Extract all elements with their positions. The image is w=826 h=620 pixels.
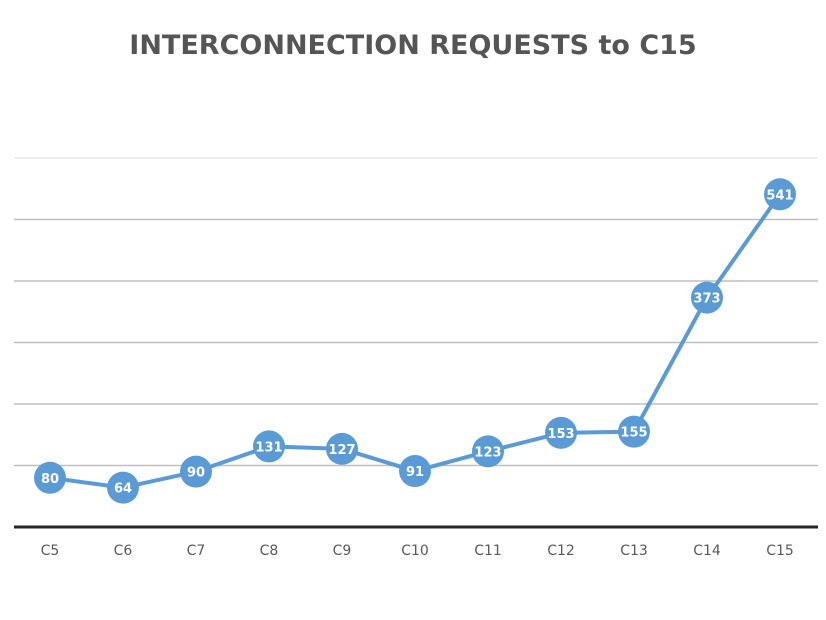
marker bbox=[180, 455, 212, 488]
marker bbox=[107, 471, 139, 504]
data-point: 91 bbox=[399, 455, 431, 488]
marker bbox=[399, 455, 431, 488]
marker bbox=[764, 178, 796, 211]
x-axis-label: C15 bbox=[766, 543, 794, 559]
x-axis-label: C8 bbox=[260, 543, 279, 559]
data-label: 91 bbox=[406, 465, 424, 480]
data-label: 541 bbox=[766, 188, 793, 203]
x-axis-label: C9 bbox=[333, 543, 352, 559]
data-label: 373 bbox=[693, 292, 720, 307]
data-label: 153 bbox=[547, 427, 574, 442]
data-label: 123 bbox=[474, 445, 501, 460]
data-point: 541 bbox=[764, 178, 796, 211]
marker bbox=[472, 435, 504, 468]
marker bbox=[691, 281, 723, 314]
data-label: 155 bbox=[620, 426, 647, 441]
data-point: 90 bbox=[180, 455, 212, 488]
x-axis-labels: C5 C6 C7 C8 C9 C10 C11 C12 C13 C14 C15 bbox=[41, 543, 794, 559]
marker bbox=[34, 461, 66, 494]
x-axis-label: C7 bbox=[187, 543, 206, 559]
x-axis-label: C13 bbox=[620, 543, 648, 559]
x-axis-label: C6 bbox=[114, 543, 133, 559]
chart-title: INTERCONNECTION REQUESTS to C15 bbox=[129, 30, 697, 61]
data-point: 123 bbox=[472, 435, 504, 468]
x-axis-label: C14 bbox=[693, 543, 721, 559]
data-label: 64 bbox=[114, 482, 132, 497]
marker bbox=[545, 416, 577, 449]
data-point: 64 bbox=[107, 471, 139, 504]
data-point: 155 bbox=[618, 415, 650, 448]
data-point: 131 bbox=[253, 430, 285, 463]
series-line bbox=[49, 193, 782, 490]
data-label: 127 bbox=[328, 443, 355, 458]
data-point: 153 bbox=[545, 416, 577, 449]
data-label: 131 bbox=[255, 440, 282, 455]
data-label: 90 bbox=[187, 466, 205, 481]
x-axis-label: C5 bbox=[41, 543, 60, 559]
data-point: 80 bbox=[34, 461, 66, 494]
x-axis-label: C10 bbox=[401, 543, 429, 559]
marker bbox=[326, 432, 358, 465]
marker bbox=[253, 430, 285, 463]
x-axis-label: C11 bbox=[474, 543, 502, 559]
data-points: 80 64 90 131 127 91 123 153 155 373 541 bbox=[34, 178, 796, 504]
data-point: 373 bbox=[691, 281, 723, 314]
x-axis-label: C12 bbox=[547, 543, 575, 559]
marker bbox=[618, 415, 650, 448]
gridlines bbox=[14, 157, 818, 467]
data-point: 127 bbox=[326, 432, 358, 465]
data-label: 80 bbox=[41, 472, 59, 487]
